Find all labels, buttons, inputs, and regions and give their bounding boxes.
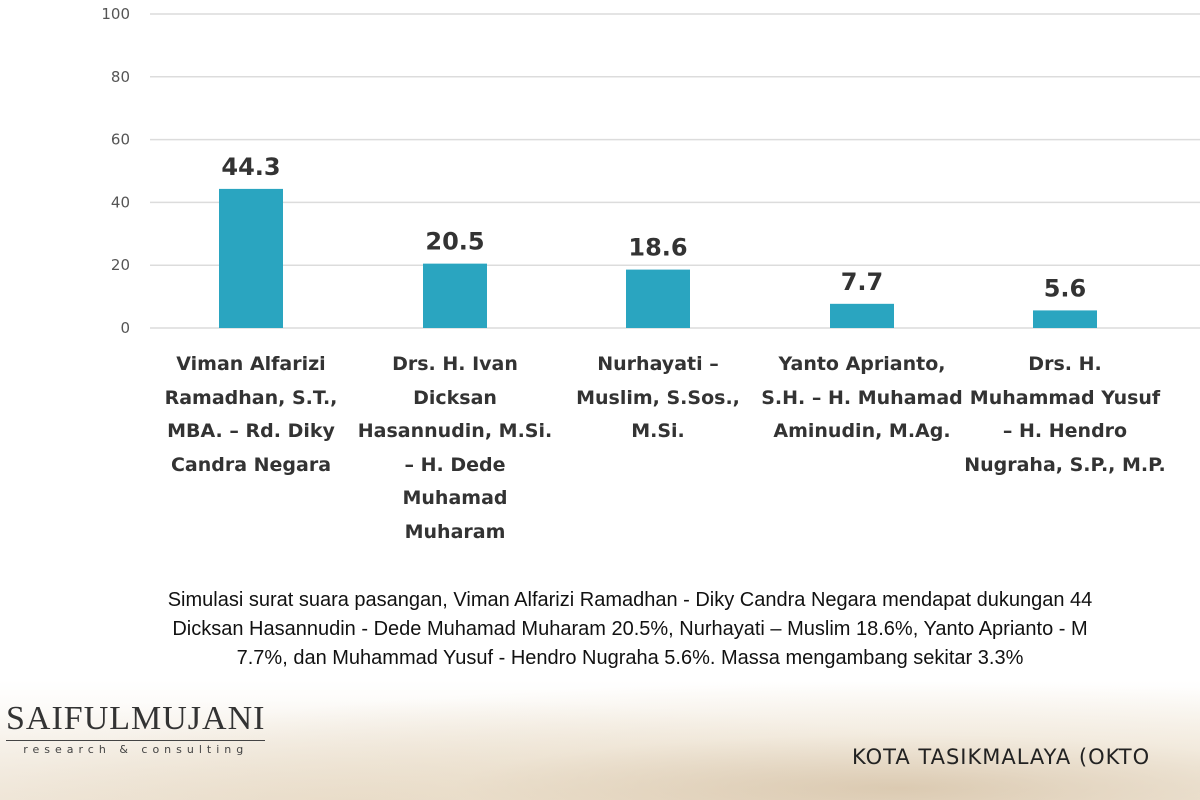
footer-location: KOTA TASIKMALAYA (OKTO	[852, 745, 1151, 769]
category-label: Nurhayati – Muslim, S.Sos., M.Si.	[576, 353, 740, 442]
bar	[423, 263, 487, 328]
category-label: Viman Alfarizi Ramadhan, S.T., MBA. – Rd…	[164, 353, 338, 476]
data-label: 5.6	[1044, 274, 1087, 302]
bar	[219, 188, 283, 328]
bar	[626, 269, 690, 328]
data-label: 18.6	[628, 234, 687, 262]
logo-name: SAIFULMUJANI	[6, 700, 266, 741]
y-tick-label: 20	[111, 256, 130, 274]
y-tick-label: 40	[111, 193, 130, 211]
category-label: Drs. H. Ivan Dicksan Hasannudin, M.Si. –…	[357, 353, 553, 543]
logo-subtitle: research & consulting	[23, 743, 249, 756]
bar	[830, 303, 894, 328]
y-tick-label: 80	[111, 68, 130, 86]
category-label: Drs. H. Muhammad Yusuf – H. Hendro Nugra…	[964, 353, 1166, 476]
y-tick-label: 60	[111, 131, 130, 149]
data-label: 20.5	[425, 228, 484, 256]
bar	[1033, 310, 1097, 328]
company-logo: SAIFULMUJANI research & consulting	[6, 700, 266, 756]
y-tick-label: 100	[101, 5, 130, 23]
data-label: 44.3	[221, 153, 280, 181]
bar-chart: 0 20 40 60 80 100 44.3 20.5 18.6 7.7 5.6	[101, 5, 1200, 337]
y-tick-label: 0	[120, 319, 130, 337]
category-label: Yanto Aprianto, S.H. – H. Muhamad Aminud…	[761, 353, 963, 442]
data-label: 7.7	[841, 268, 884, 296]
chart-caption: Simulasi surat suara pasangan, Viman Alf…	[167, 589, 1093, 669]
